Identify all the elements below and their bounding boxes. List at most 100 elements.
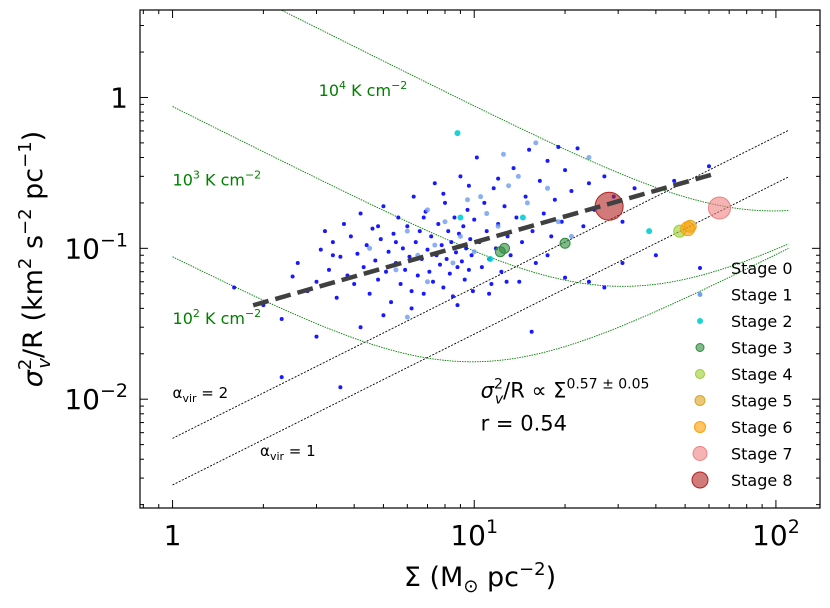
point-stage0-30 [391,231,396,236]
virial-label-1: αvir = 2 [173,384,229,405]
pressure-label-3: 104 K cm−2 [319,79,408,100]
legend-marker-stage-6 [694,421,706,433]
point-stage0-62 [452,215,457,220]
point-stage0-52 [436,221,441,226]
point-stage0-124 [409,306,414,311]
legend-label-stage-8: Stage 8 [731,471,793,490]
point-stage0-139 [466,183,471,188]
y-axis-label: σ2v/R (km2 s−2 pc−1) [15,131,55,387]
point-stage0-115 [632,186,637,191]
point-stage0-118 [706,164,711,169]
point-stage0-18 [358,211,363,216]
point-stage0-67 [459,259,464,264]
point-stage0-9 [326,267,331,272]
point-stage0-69 [462,277,467,282]
point-stage0-70 [464,246,469,251]
xtick-label-0: 1 [164,519,182,552]
point-stage0-58 [446,229,451,234]
point-stage1-19 [568,233,574,239]
point-stage0-55 [441,285,446,290]
point-stage0-107 [569,188,574,193]
point-stage0-10 [330,240,335,245]
point-stage0-105 [559,219,564,224]
point-stage0-120 [338,385,343,390]
fit-line [252,172,714,308]
pressure-curve-3 [280,10,789,212]
virial-label-2: αvir = 1 [260,442,316,463]
point-stage0-104 [556,144,561,149]
point-stage0-90 [508,253,513,258]
point-stage0-6 [314,279,319,284]
point-stage0-93 [517,279,522,284]
point-stage0-29 [389,300,394,305]
point-stage0-81 [484,229,489,234]
point-stage1-10 [471,249,477,255]
point-stage1-11 [484,211,490,217]
legend-label-stage-0: Stage 0 [731,259,793,278]
point-stage0-47 [427,269,432,274]
point-stage0-61 [450,294,455,299]
x-axis-label: Σ (M⊙ pc−2) [404,559,556,597]
point-stage0-117 [672,178,677,183]
point-stage0-66 [458,174,463,179]
point-stage0-83 [489,282,494,287]
point-stage0-38 [409,289,414,294]
point-stage0-32 [396,215,401,220]
point-stage0-80 [482,200,487,205]
point-stage0-71 [465,207,470,212]
data-points [232,130,731,390]
point-stage0-73 [468,237,473,242]
legend-label-stage-3: Stage 3 [731,339,793,358]
point-stage1-0 [367,245,373,251]
point-stage0-119 [314,334,319,339]
point-stage0-79 [479,265,484,270]
point-stage0-75 [470,289,475,294]
legend-marker-stage-0 [698,266,702,270]
point-stage0-92 [514,215,519,220]
point-stage2-0 [454,130,461,137]
point-stage1-15 [524,200,530,206]
legend-label-stage-5: Stage 5 [731,392,793,411]
legend-marker-stage-2 [697,318,703,324]
xtick-label-2: 102 [752,516,800,552]
point-stage0-126 [563,275,568,280]
point-stage6-0 [680,221,696,237]
point-stage0-116 [653,253,658,258]
point-stage0-40 [413,240,418,245]
point-stage0-26 [381,204,386,209]
point-stage1-22 [425,279,430,285]
xtick-label-1: 101 [450,516,498,552]
point-stage0-41 [415,273,420,278]
point-stage0-4 [295,260,300,265]
axes [139,9,821,509]
legend-label-stage-4: Stage 4 [731,365,793,384]
point-stage0-7 [318,247,323,252]
point-stage0-135 [421,215,426,220]
point-stage0-94 [520,240,525,245]
ytick-label-1: 10−1 [64,229,128,265]
point-stage2-4 [646,228,653,235]
point-stage0-11 [334,295,339,300]
point-stage1-2 [404,228,410,234]
point-stage0-23 [373,258,378,263]
point-stage0-123 [381,313,386,318]
point-stage0-15 [348,234,353,239]
point-stage0-27 [384,269,389,274]
legend-marker-stage-8 [691,471,709,489]
ytick-label-2: 1 [110,81,128,114]
point-stage1-12 [495,223,501,229]
point-stage0-44 [421,291,426,296]
point-stage0-0 [232,285,237,290]
point-stage0-95 [523,194,528,199]
point-stage1-4 [425,207,430,213]
point-stage0-101 [545,158,550,163]
point-stage1-17 [545,185,551,191]
point-stage0-100 [541,211,546,216]
point-stage0-37 [407,254,412,259]
virial-line-1 [172,129,789,439]
point-stage0-8 [322,229,327,234]
point-stage0-21 [367,291,372,296]
point-stage0-96 [527,147,532,152]
point-stage0-127 [586,279,591,284]
point-stage1-23 [478,194,484,200]
